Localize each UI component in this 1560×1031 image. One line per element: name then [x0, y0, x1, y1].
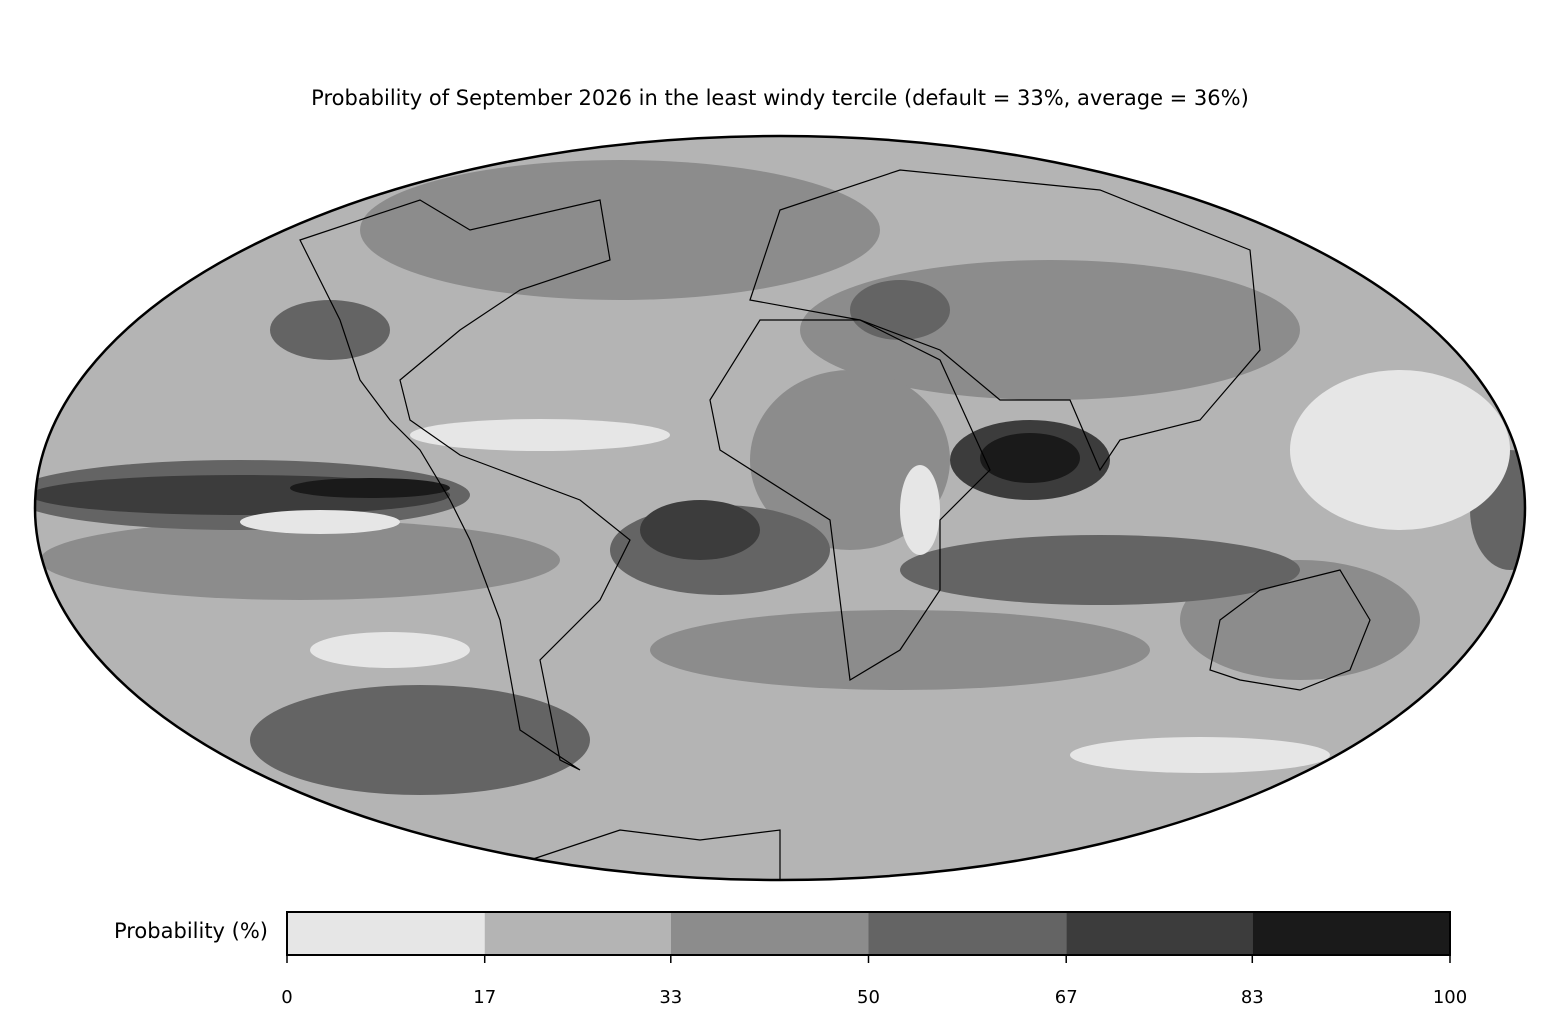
colorbar-segment [1066, 912, 1253, 955]
field-region [640, 500, 760, 560]
field-region [980, 433, 1080, 483]
field-region [900, 465, 940, 555]
map-title: Probability of September 2026 in the lea… [311, 86, 1249, 110]
colorbar-tick-label: 100 [1433, 987, 1467, 1008]
field-region [900, 535, 1300, 605]
coastlines [299, 169, 1371, 880]
colorbar-label: Probability (%) [114, 919, 268, 943]
field-region [1290, 370, 1510, 530]
colorbar-segment [868, 912, 1067, 955]
colorbar-tick-label: 33 [659, 987, 682, 1008]
field-region [410, 419, 670, 451]
field-region [310, 632, 470, 668]
field-region [290, 478, 450, 498]
colorbar: 0 17 33 50 67 83 100 [281, 912, 1467, 1008]
field-region [240, 510, 400, 534]
colorbar-tick-label: 0 [281, 987, 292, 1008]
colorbar-segment [670, 912, 869, 955]
colorbar-tick-label: 67 [1055, 987, 1078, 1008]
field-region [360, 160, 880, 300]
colorbar-segment [484, 912, 671, 955]
colorbar-segment [287, 912, 485, 955]
colorbar-segment [1252, 912, 1450, 955]
field-region [1070, 737, 1330, 773]
field-region [270, 300, 390, 360]
map-field [35, 136, 1525, 880]
field-region [850, 280, 950, 340]
colorbar-tick-label: 50 [857, 987, 880, 1008]
colorbar-frame [286, 911, 1451, 956]
colorbar-tick-label: 83 [1241, 987, 1264, 1008]
colorbar-tick-label: 17 [473, 987, 496, 1008]
field-region [750, 370, 950, 550]
field-region [250, 685, 590, 795]
field-region [40, 520, 560, 600]
map-border [33, 134, 1527, 882]
